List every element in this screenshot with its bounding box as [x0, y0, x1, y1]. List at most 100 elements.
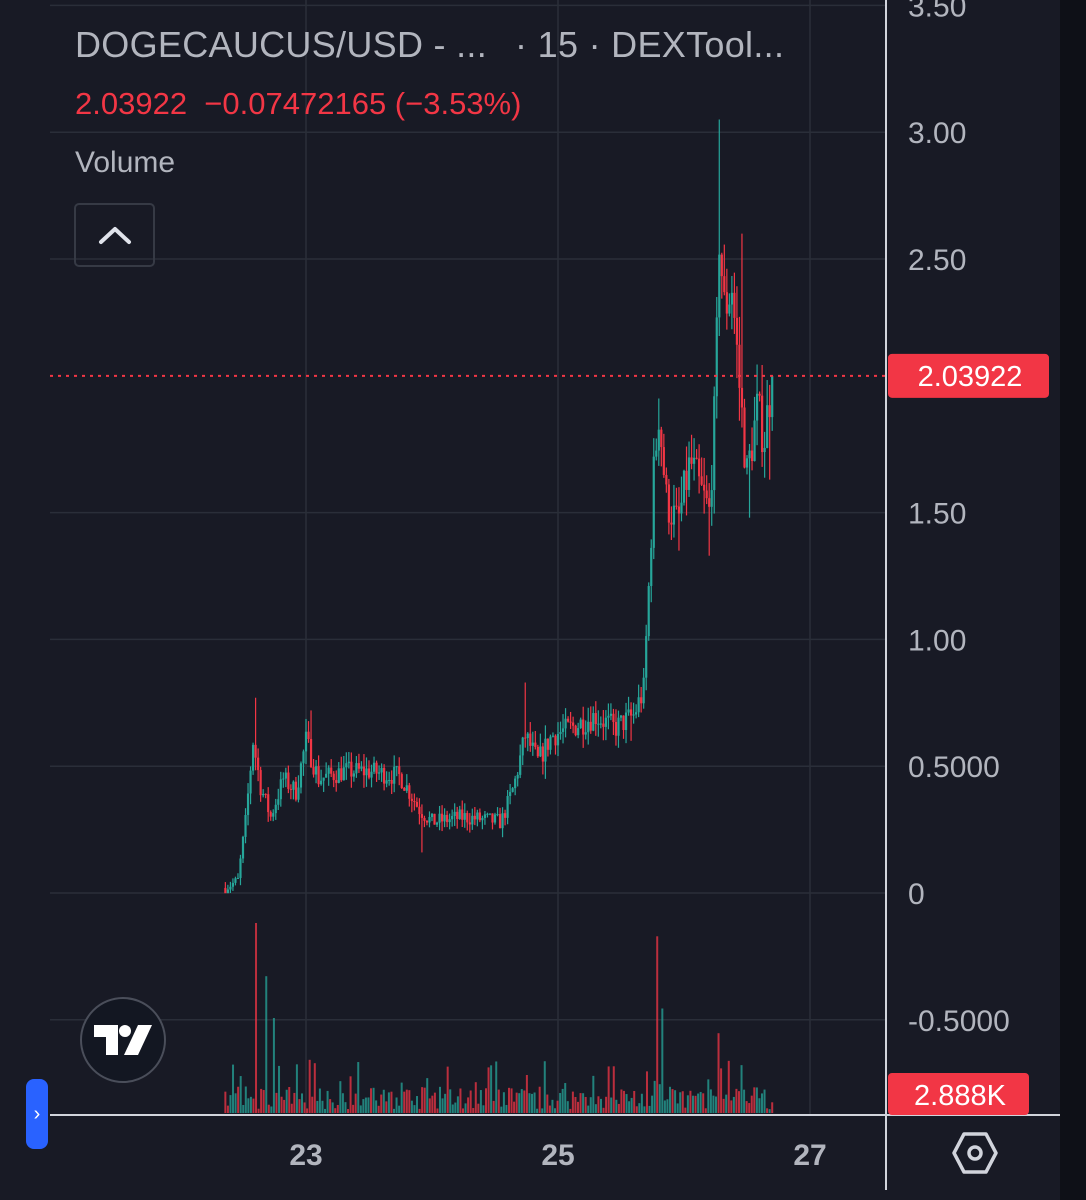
candle-body [771, 375, 774, 418]
volume-bar [707, 1079, 710, 1113]
candle-body [660, 429, 663, 448]
volume-bar [748, 1103, 751, 1113]
volume-bar [697, 1093, 700, 1113]
volume-bar [538, 1086, 541, 1113]
candle-body [612, 713, 615, 723]
volume-bar [313, 1063, 316, 1113]
candle-body [541, 746, 544, 762]
candle-body [352, 773, 355, 777]
volume-bar [684, 1107, 687, 1113]
volume-bar [579, 1093, 582, 1113]
candle-body [564, 718, 567, 729]
volume-bar [732, 1096, 735, 1113]
candle-body [372, 762, 376, 772]
volume-bar [324, 1108, 327, 1113]
volume-bar [431, 1095, 434, 1113]
candle-body [514, 778, 517, 789]
candle-body [355, 763, 358, 774]
candle-body [710, 490, 713, 507]
candle-body [362, 766, 366, 776]
candle-body [279, 779, 282, 800]
volume-bar [569, 1108, 572, 1113]
candle-body [466, 813, 469, 823]
volume-bar [354, 1093, 357, 1113]
candle-body [418, 806, 421, 815]
candle-body [272, 813, 275, 817]
volume-bar [630, 1097, 633, 1113]
volume-bar [495, 1061, 498, 1113]
candle-body [735, 317, 739, 345]
volume-bar [663, 1100, 666, 1113]
volume-bar [454, 1102, 457, 1113]
volume-bar [459, 1088, 462, 1113]
candle-body [347, 761, 350, 764]
candle-body [582, 719, 585, 735]
candle-body [632, 714, 635, 716]
symbol-legend[interactable]: DOGECAUCUS/USD - ... · 15 · DEXTool... [75, 24, 784, 66]
volume-bar [730, 1100, 733, 1113]
candle-body [700, 476, 703, 485]
volume-bar [272, 1018, 275, 1113]
volume-bar [426, 1078, 429, 1113]
volume-bar [528, 1093, 531, 1113]
volume-bar [768, 1109, 771, 1113]
volume-bar [469, 1090, 472, 1113]
volume-bar [556, 1100, 559, 1113]
candle-body [481, 817, 484, 821]
candle-body [367, 768, 371, 778]
volume-bar [329, 1099, 332, 1113]
candle-body [302, 751, 305, 764]
volume-bar [530, 1093, 533, 1113]
volume-bar [536, 1108, 539, 1113]
tradingview-logo[interactable] [80, 997, 166, 1083]
volume-bar [382, 1089, 385, 1113]
candle-body [657, 429, 660, 451]
candle-body [645, 636, 648, 678]
candle-body [337, 768, 340, 783]
candle-body [670, 522, 673, 525]
volume-bar [702, 1093, 705, 1113]
volume-bar [405, 1089, 408, 1113]
candle-body [249, 770, 252, 794]
volume-bar [485, 1088, 488, 1113]
volume-bar [679, 1092, 682, 1113]
volume-bar [674, 1090, 677, 1113]
candle-body [766, 405, 769, 448]
candle-body [614, 722, 618, 736]
volume-bar [720, 1068, 723, 1113]
candle-body [325, 773, 328, 778]
candle-body [262, 793, 265, 796]
candle-body [511, 788, 514, 792]
collapse-legend-button[interactable] [74, 203, 155, 267]
side-panel-toggle[interactable]: › [26, 1079, 48, 1149]
volume-bar [418, 1108, 421, 1113]
candle-body [403, 788, 406, 791]
candle-body [559, 731, 562, 735]
volume-bar [638, 1103, 641, 1113]
volume-bar [676, 1103, 679, 1113]
candle-body [345, 763, 348, 768]
candle-body [705, 490, 708, 499]
volume-bar [737, 1091, 740, 1113]
volume-bar [743, 1089, 746, 1113]
candle-body [577, 728, 580, 736]
candle-body [745, 458, 749, 468]
candle-body [640, 697, 643, 704]
candle-body [231, 882, 235, 887]
volume-bar [607, 1066, 610, 1113]
volume-bar [239, 1076, 242, 1113]
candle-body [259, 770, 262, 796]
chart-pane[interactable] [0, 0, 1060, 1200]
volume-bar [349, 1076, 352, 1113]
volume-bar [502, 1092, 505, 1113]
candle-body [438, 813, 441, 823]
volume-bar [571, 1091, 574, 1113]
hexagon-settings-icon[interactable] [952, 1130, 998, 1176]
candle-body [408, 785, 411, 799]
volume-bar [725, 1094, 728, 1113]
volume-bar [699, 1091, 702, 1113]
candle-body [430, 813, 434, 817]
volume-legend[interactable]: Volume [75, 146, 176, 179]
candle-body [342, 767, 345, 781]
